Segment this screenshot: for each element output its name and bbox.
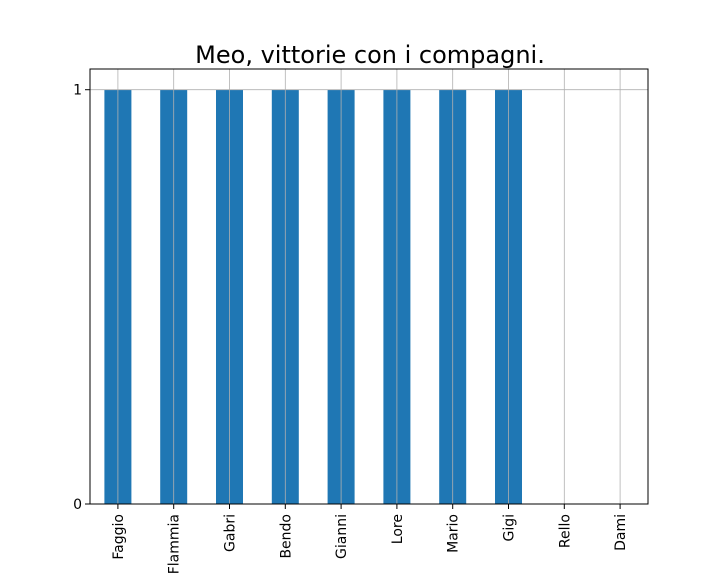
ticks-layer: 0 1 Faggio Flammia Gabri Bendo Gianni Lore Mario… xyxy=(73,83,629,575)
y-tick-label: 0 xyxy=(73,497,82,513)
axes-frame xyxy=(89,68,649,505)
x-tick-label: Flammia xyxy=(167,514,183,574)
x-tick-label: Gigi xyxy=(502,514,518,542)
x-tick-label: Dami xyxy=(613,514,629,551)
y-tick-label: 1 xyxy=(73,83,82,99)
x-tick-label: Lore xyxy=(390,514,406,544)
chart-title: Meo, vittorie con i compagni. xyxy=(195,41,545,69)
x-tick-label: Mario xyxy=(446,514,462,553)
axes-layer xyxy=(89,68,649,505)
x-tick-label: Faggio xyxy=(111,514,127,560)
x-tick-label: Gianni xyxy=(334,514,350,559)
x-tick-label: Gabri xyxy=(223,514,239,552)
x-tick-label: Rello xyxy=(557,514,573,548)
x-tick-label: Bendo xyxy=(278,514,294,559)
